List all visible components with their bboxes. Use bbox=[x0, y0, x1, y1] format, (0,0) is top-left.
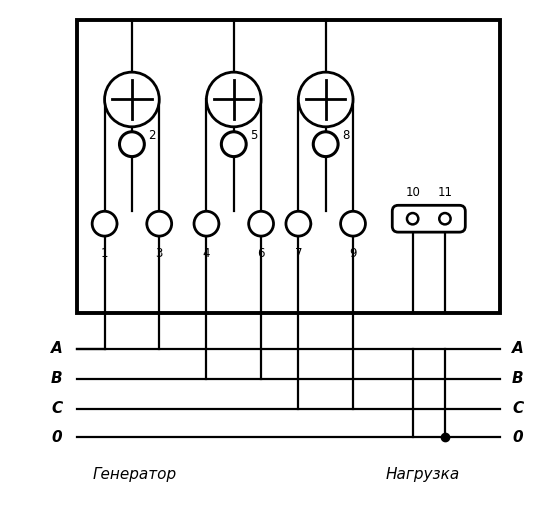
Text: 9: 9 bbox=[349, 247, 357, 260]
FancyBboxPatch shape bbox=[392, 205, 465, 232]
Circle shape bbox=[221, 132, 246, 157]
Text: A: A bbox=[512, 341, 524, 356]
Circle shape bbox=[341, 211, 365, 236]
Text: 5: 5 bbox=[250, 129, 258, 141]
Circle shape bbox=[286, 211, 311, 236]
Circle shape bbox=[206, 72, 261, 127]
Text: 6: 6 bbox=[257, 247, 265, 260]
Text: C: C bbox=[51, 401, 62, 416]
Text: 7: 7 bbox=[295, 247, 302, 260]
Circle shape bbox=[194, 211, 219, 236]
Circle shape bbox=[439, 213, 450, 225]
Circle shape bbox=[314, 132, 338, 157]
Circle shape bbox=[147, 211, 172, 236]
Text: A: A bbox=[51, 341, 62, 356]
Text: 0: 0 bbox=[52, 430, 62, 445]
Text: B: B bbox=[512, 371, 524, 386]
Text: Нагрузка: Нагрузка bbox=[386, 467, 460, 482]
Text: 8: 8 bbox=[342, 129, 349, 141]
Text: B: B bbox=[51, 371, 62, 386]
Circle shape bbox=[119, 132, 144, 157]
Circle shape bbox=[248, 211, 273, 236]
Text: 3: 3 bbox=[156, 247, 163, 260]
Text: 2: 2 bbox=[148, 129, 156, 141]
Text: 11: 11 bbox=[437, 186, 453, 199]
Circle shape bbox=[407, 213, 418, 225]
Circle shape bbox=[299, 72, 353, 127]
Text: 4: 4 bbox=[203, 247, 210, 260]
Text: 10: 10 bbox=[405, 186, 420, 199]
Text: 1: 1 bbox=[101, 247, 108, 260]
Text: Генератор: Генератор bbox=[92, 467, 176, 482]
Text: C: C bbox=[512, 401, 523, 416]
Circle shape bbox=[92, 211, 117, 236]
Circle shape bbox=[104, 72, 159, 127]
Text: 0: 0 bbox=[512, 430, 523, 445]
